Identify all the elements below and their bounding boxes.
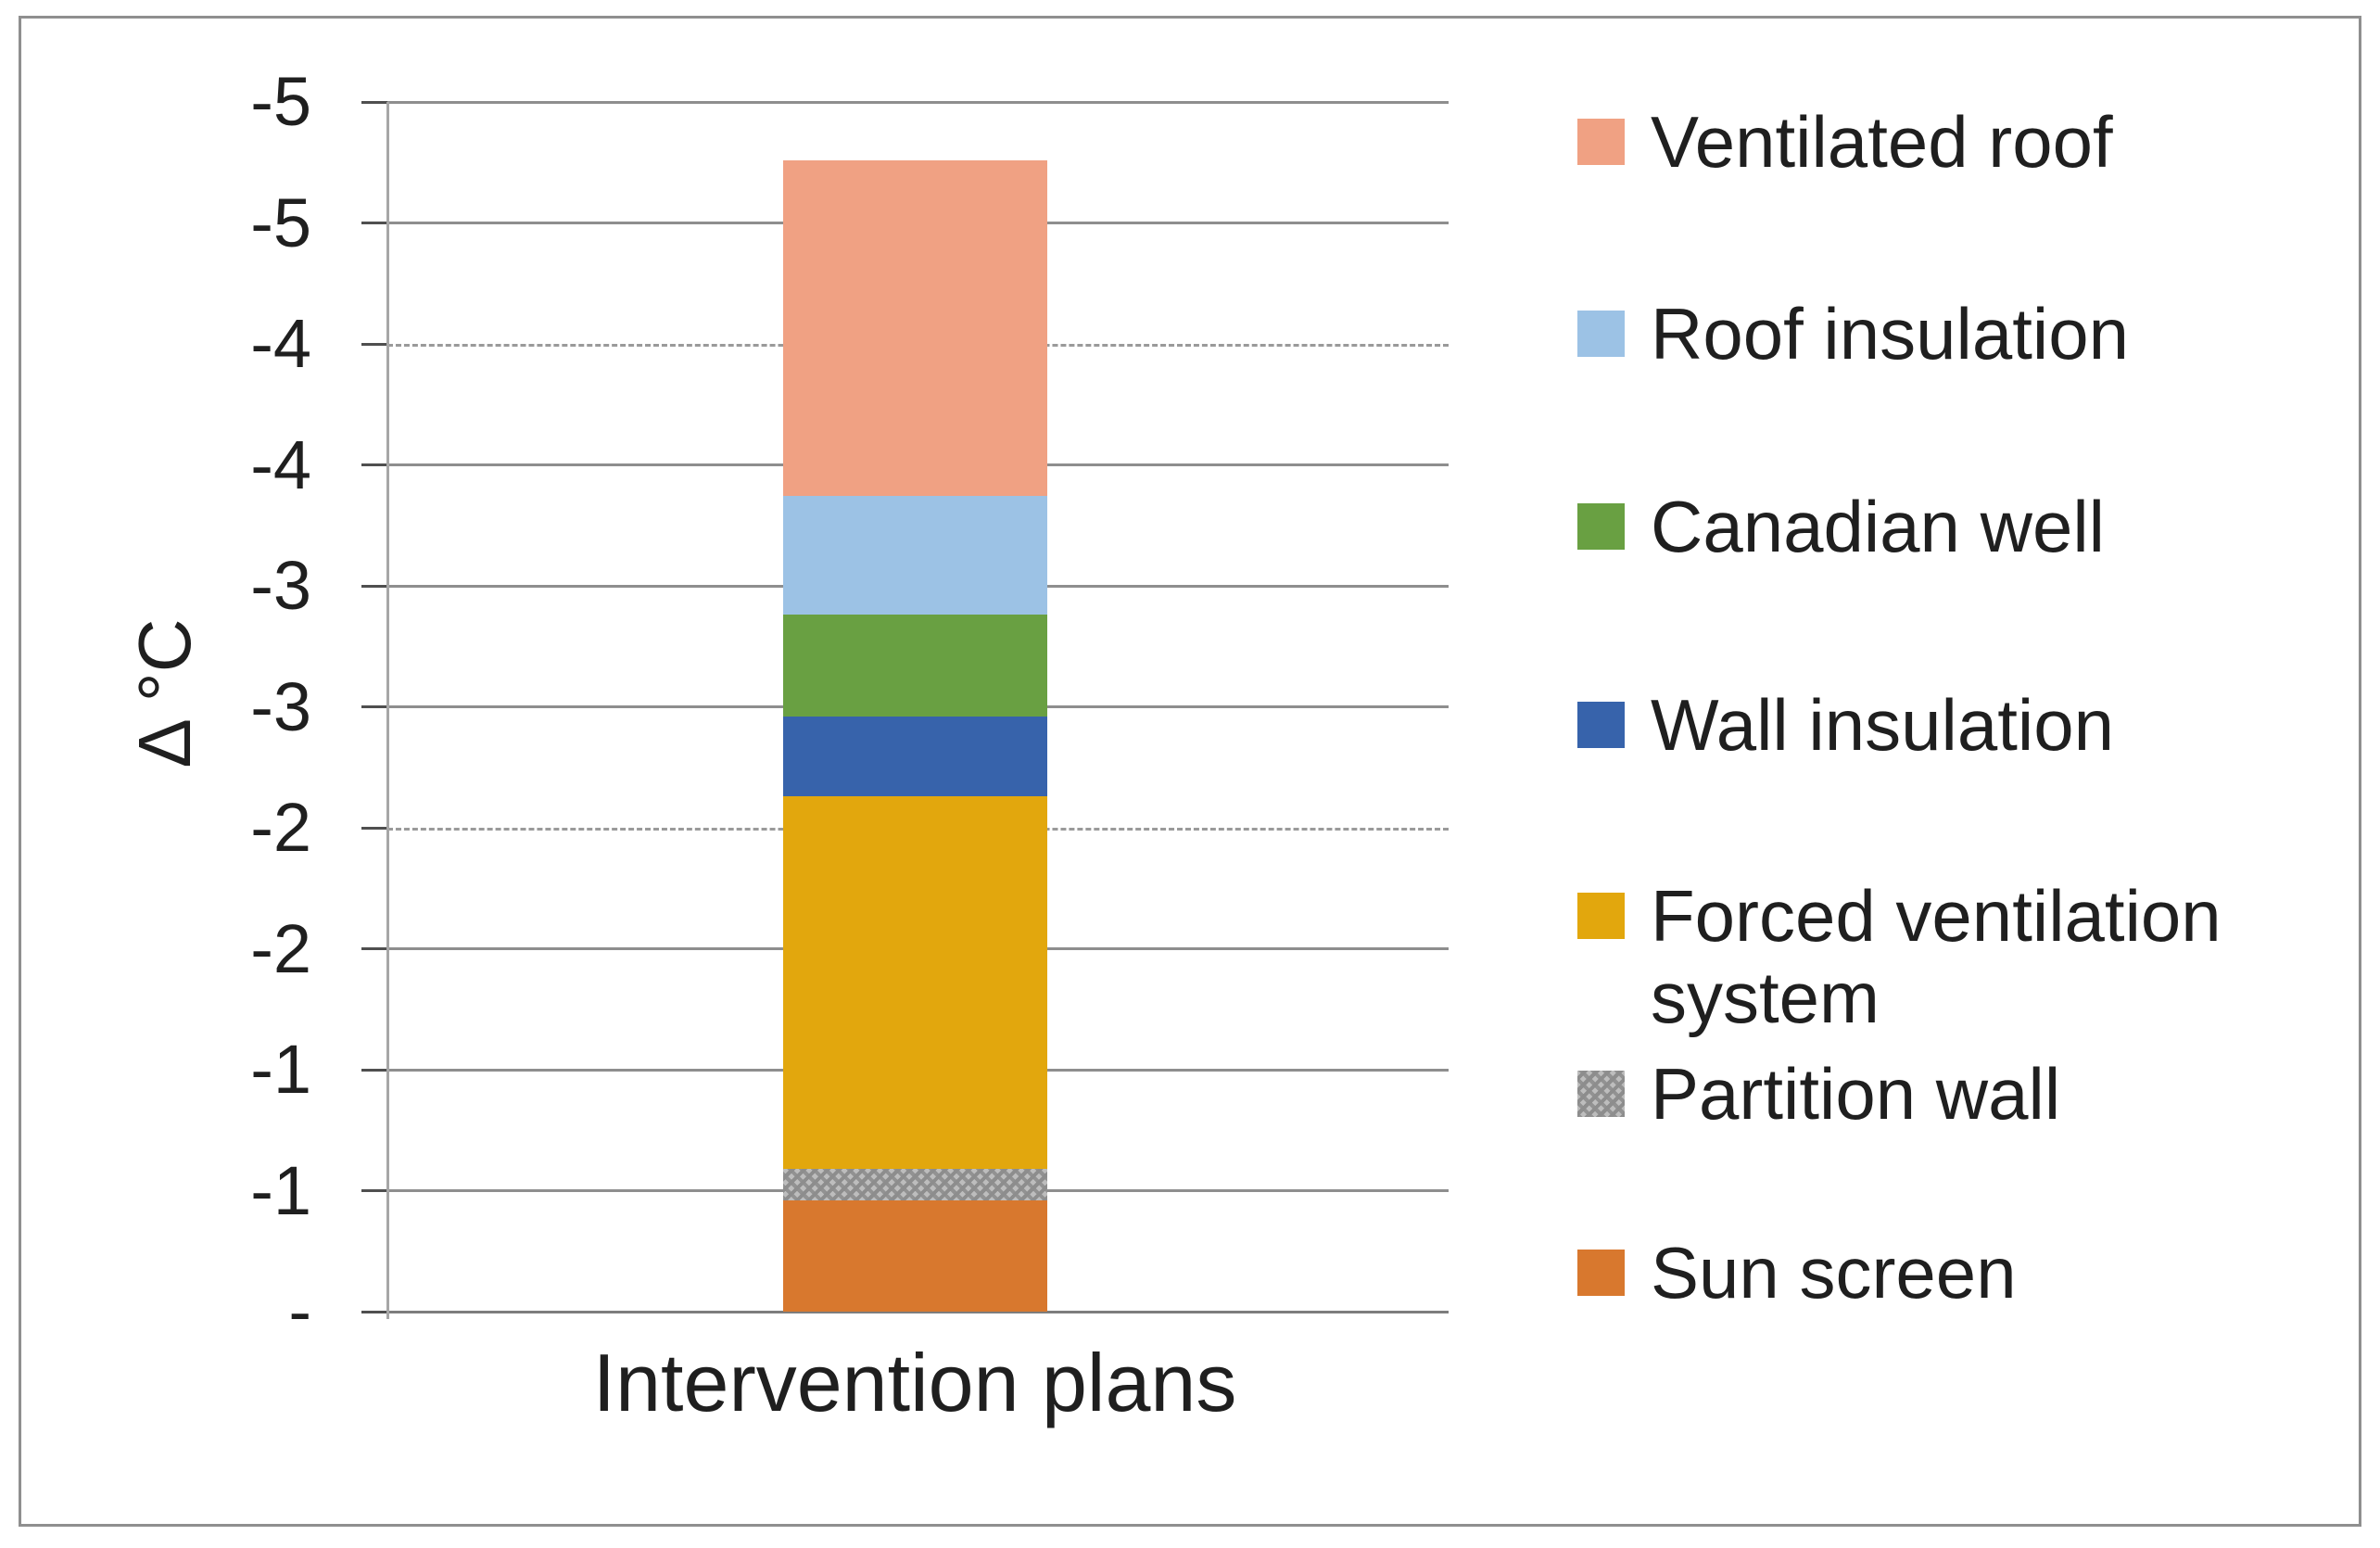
- y-tick-mark: [361, 222, 387, 224]
- legend-swatch-canadian-well: [1577, 503, 1625, 550]
- y-tick-mark: [361, 1068, 387, 1072]
- legend-label-partition-wall: Partition wall: [1651, 1053, 2061, 1135]
- bar-segment-sun-screen: [783, 1199, 1047, 1312]
- y-tick-label: -2: [250, 909, 311, 987]
- legend-swatch-wall-insulation: [1577, 702, 1625, 748]
- legend-label-sun-screen: Sun screen: [1651, 1232, 2017, 1313]
- bar-segment-partition-wall: [783, 1169, 1047, 1200]
- gridline: [387, 100, 1449, 104]
- y-tick-label: -3: [250, 547, 311, 624]
- y-tick-mark: [361, 463, 387, 466]
- legend-label-canadian-well: Canadian well: [1651, 486, 2105, 567]
- y-tick-mark: [361, 826, 387, 830]
- legend-label-roof-insulation: Roof insulation: [1651, 293, 2129, 374]
- y-tick-mark: [361, 1189, 387, 1192]
- x-axis-title: Intervention plans: [592, 1337, 1237, 1428]
- y-axis-line: [386, 102, 389, 1319]
- y-tick-label: -2: [250, 789, 311, 866]
- y-tick-mark: [361, 705, 387, 708]
- y-tick-mark: [361, 584, 387, 588]
- y-tick-label: -1: [250, 1151, 311, 1229]
- gridline: [387, 1310, 1449, 1313]
- y-tick-label: -4: [250, 425, 311, 503]
- y-tick-label: -: [288, 1273, 311, 1350]
- bar-segment-canadian-well: [783, 615, 1047, 717]
- legend-label-ventilated-roof: Ventilated roof: [1651, 101, 2113, 183]
- y-tick-mark: [361, 947, 387, 950]
- y-tick-label: -3: [250, 667, 311, 745]
- bar-segment-forced-ventilation-system: [783, 796, 1047, 1169]
- legend-label-wall-insulation: Wall insulation: [1651, 684, 2114, 766]
- legend-swatch-roof-insulation: [1577, 311, 1625, 357]
- bar-segment-roof-insulation: [783, 496, 1047, 615]
- legend-swatch-sun-screen: [1577, 1250, 1625, 1296]
- y-tick-label: -5: [250, 63, 311, 140]
- y-tick-mark: [361, 100, 387, 104]
- chart-border: [19, 16, 2361, 1527]
- legend-swatch-partition-wall: [1577, 1071, 1625, 1117]
- y-tick-label: -5: [250, 184, 311, 261]
- y-tick-mark: [361, 342, 387, 346]
- y-tick-mark: [361, 1310, 387, 1313]
- bar-segment-wall-insulation: [783, 716, 1047, 797]
- y-tick-label: -4: [250, 305, 311, 382]
- legend-swatch-ventilated-roof: [1577, 119, 1625, 165]
- legend-label-forced-ventilation-system: Forced ventilation system: [1651, 875, 2222, 1038]
- legend-swatch-forced-ventilation-system: [1577, 893, 1625, 939]
- y-tick-label: -1: [250, 1031, 311, 1108]
- bar-segment-ventilated-roof: [783, 159, 1047, 497]
